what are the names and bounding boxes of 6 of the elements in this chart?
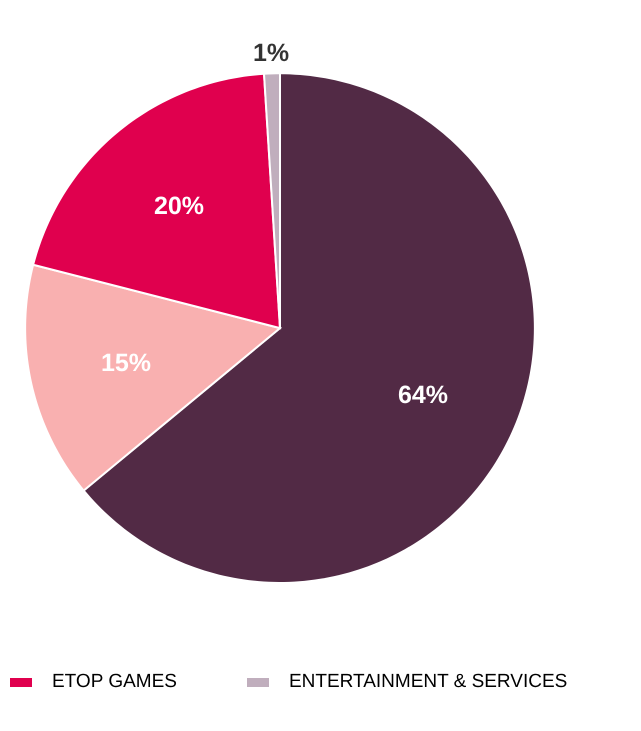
data-label: 15%	[101, 349, 152, 377]
data-label: 20%	[154, 192, 204, 220]
data-label: 1%	[253, 39, 290, 67]
data-label: 64%	[398, 381, 448, 409]
legend-label: ETOP GAMES	[52, 671, 177, 693]
legend-label: ENTERTAINMENT & SERVICES	[288, 671, 568, 693]
